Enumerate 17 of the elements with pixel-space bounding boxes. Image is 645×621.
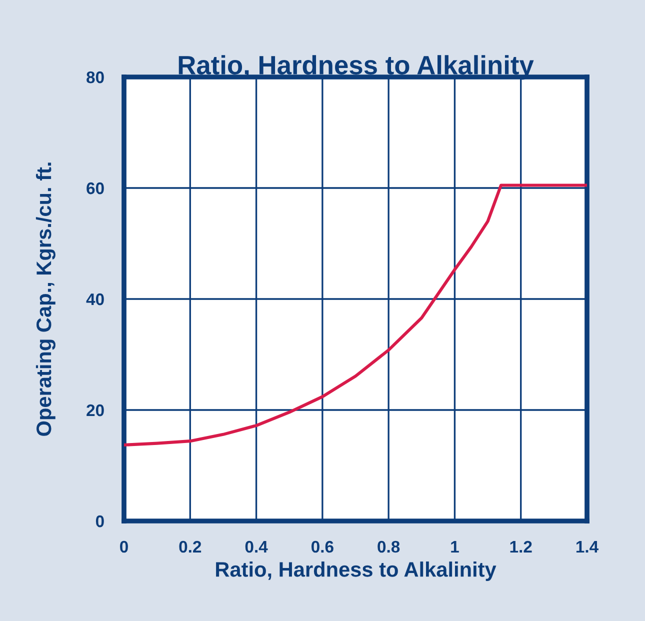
y-tick-label: 80	[86, 71, 104, 84]
y-axis-title: Operating Cap., Kgrs./cu. ft.	[36, 162, 56, 436]
y-tick-label: 0	[96, 515, 104, 528]
x-tick-label: 0.4	[245, 540, 268, 553]
chart-title: Ratio, Hardness to Alkalinity	[178, 55, 534, 80]
x-tick-label: 1.2	[510, 540, 532, 553]
x-axis-title: Ratio, Hardness to Alkalinity	[216, 562, 496, 581]
x-tick-label: 0.6	[312, 540, 334, 553]
x-tick-label: 0.2	[179, 540, 202, 553]
y-tick-label: 60	[86, 182, 104, 194]
x-tick-label: 0.8	[378, 540, 400, 553]
x-tick-label: 1.4	[576, 541, 598, 553]
x-tick-label: 0	[120, 540, 128, 553]
x-tick-label: 1	[451, 541, 459, 553]
line-series	[124, 184, 587, 446]
y-tick-label: 40	[86, 293, 104, 306]
y-tick-label: 20	[86, 404, 104, 416]
